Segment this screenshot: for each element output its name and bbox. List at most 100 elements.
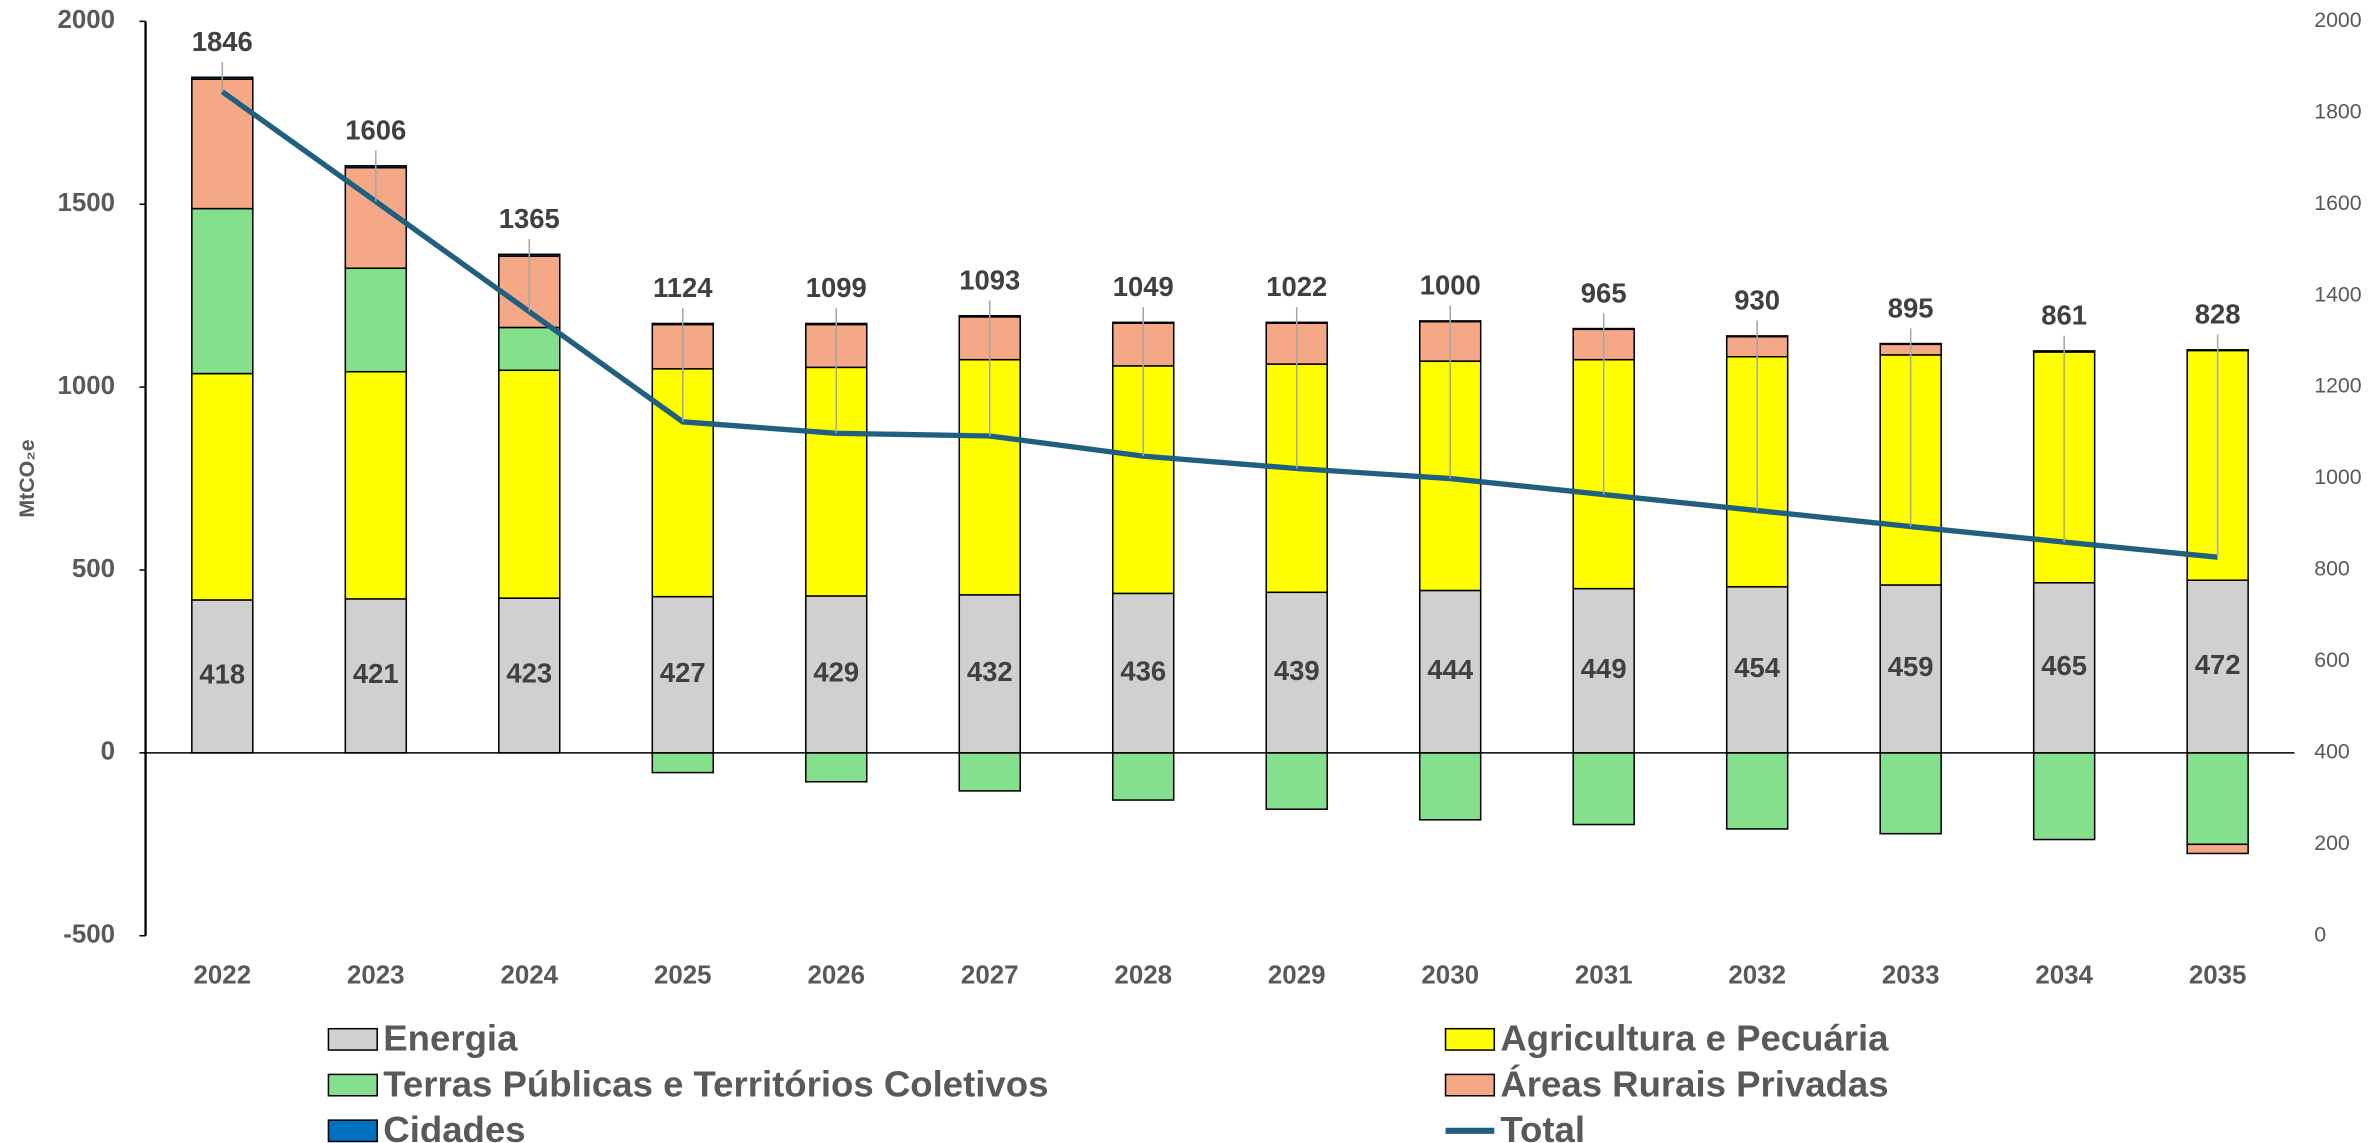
legend-label: Terras Públicas e Territórios Coletivos <box>383 1063 1048 1104</box>
y2-tick-label: 600 <box>2314 648 2350 672</box>
bar-segment <box>2186 752 2249 846</box>
bar-segment <box>1572 587 1635 754</box>
x-tick-label: 2032 <box>1728 962 1786 990</box>
legend-label: Áreas Rurais Privadas <box>1500 1063 1888 1104</box>
bar-segment <box>651 752 715 774</box>
bar-segment <box>191 372 254 601</box>
bar-value-label: 421 <box>353 658 399 689</box>
line-value-label: 1846 <box>192 26 253 57</box>
x-tick-label: 2031 <box>1575 962 1633 990</box>
bar-value-label: 429 <box>813 657 859 688</box>
line-series <box>220 89 2218 560</box>
legend-label: Total <box>1500 1109 1585 1143</box>
legend-swatch <box>1444 1073 1496 1097</box>
y2-tick-label: 1000 <box>2314 465 2362 489</box>
bar-segment <box>498 597 561 754</box>
x-tick-label: 2025 <box>654 962 712 990</box>
bar-value-label: 454 <box>1734 652 1781 683</box>
y-axis-label: MtCO₂e <box>15 439 39 517</box>
bar-segment <box>958 594 1021 754</box>
legend-swatch <box>327 1119 378 1143</box>
y2-tick-label: 0 <box>2314 922 2326 946</box>
bar-value-label: 465 <box>2041 650 2087 681</box>
bar-value-label: 432 <box>967 656 1013 687</box>
y-tick-label: 1000 <box>57 372 115 400</box>
y-tick-label: 2000 <box>57 6 115 34</box>
bar-segment <box>2186 843 2249 855</box>
y-tick-label: 500 <box>72 555 115 583</box>
y2-tick-label: 400 <box>2314 739 2350 763</box>
bar-segment <box>344 370 408 600</box>
line-value-label: 861 <box>2041 300 2087 331</box>
x-tick-label: 2026 <box>807 962 865 990</box>
bar-segment <box>2032 752 2096 841</box>
x-tick-label: 2034 <box>2035 962 2093 990</box>
line-value-label: 828 <box>2195 299 2241 330</box>
y2-tick-label: 200 <box>2314 831 2350 855</box>
y-tick-label: 1500 <box>57 189 115 217</box>
bar-segment <box>2032 582 2096 754</box>
legend-swatch <box>327 1027 378 1051</box>
y-tick-label: 0 <box>101 738 115 766</box>
y2-tick-label: 1400 <box>2314 282 2362 306</box>
line-value-label: 1606 <box>345 115 406 146</box>
bar-segment <box>1418 752 1482 821</box>
bar-segment <box>1265 591 1328 754</box>
bar-segment <box>344 598 408 754</box>
bar-segment <box>344 267 408 373</box>
line-value-label: 1099 <box>806 272 867 303</box>
bar-segment <box>1572 752 1635 826</box>
line-value-label: 1124 <box>653 272 713 303</box>
bar-value-label: 423 <box>506 658 552 689</box>
legend-label: Energia <box>383 1018 518 1059</box>
bar-value-label: 459 <box>1888 651 1934 682</box>
bar-segment <box>498 369 561 599</box>
bar-segment <box>1111 592 1175 754</box>
line-value-label: 930 <box>1734 285 1780 316</box>
bar-segment <box>1265 752 1328 810</box>
bar-segment <box>1725 752 1789 830</box>
y2-tick-label: 1200 <box>2314 374 2362 398</box>
bar-value-label: 436 <box>1120 655 1166 686</box>
x-tick-label: 2029 <box>1268 962 1326 990</box>
line-value-label: 895 <box>1888 292 1934 323</box>
x-tick-label: 2030 <box>1421 962 1479 990</box>
bar-segment <box>1879 752 1942 835</box>
bar-segment <box>191 207 254 375</box>
bar-value-label: 418 <box>199 659 245 690</box>
x-tick-label: 2028 <box>1114 962 1172 990</box>
line-value-label: 1000 <box>1420 270 1481 301</box>
x-tick-label: 2022 <box>193 962 251 990</box>
bar-value-label: 427 <box>660 657 706 688</box>
line-value-label: 1049 <box>1113 271 1174 302</box>
y2-tick-label: 800 <box>2314 557 2350 581</box>
bar-value-label: 472 <box>2195 649 2241 680</box>
line-value-label: 965 <box>1581 277 1627 308</box>
legend-swatch <box>327 1073 378 1097</box>
y-tick-label: -500 <box>63 921 115 949</box>
y2-tick-label: 1800 <box>2314 99 2362 123</box>
x-tick-label: 2023 <box>347 962 405 990</box>
x-tick-label: 2024 <box>500 962 558 990</box>
x-tick-label: 2027 <box>961 962 1019 990</box>
legend-swatch <box>1444 1027 1496 1051</box>
y2-tick-label: 2000 <box>2314 8 2362 32</box>
legend-label: Agricultura e Pecuária <box>1500 1018 1889 1059</box>
x-tick-label: 2035 <box>2189 962 2247 990</box>
bar-segment <box>498 326 561 372</box>
bar-value-label: 444 <box>1427 654 1474 685</box>
bar-segment <box>191 78 254 210</box>
x-tick-label: 2033 <box>1882 962 1940 990</box>
y2-tick-label: 1600 <box>2314 191 2362 215</box>
bar-segment <box>958 752 1021 792</box>
legend-label: Cidades <box>383 1109 525 1143</box>
line-value-label: 1365 <box>499 203 560 234</box>
bar-value-label: 439 <box>1274 655 1320 686</box>
bar-segment <box>1111 752 1175 801</box>
line-value-label: 1093 <box>959 264 1020 295</box>
line-value-label: 1022 <box>1266 271 1327 302</box>
bar-value-label: 449 <box>1581 653 1627 684</box>
bar-segment <box>805 752 868 783</box>
bar-segment <box>1879 584 1942 754</box>
